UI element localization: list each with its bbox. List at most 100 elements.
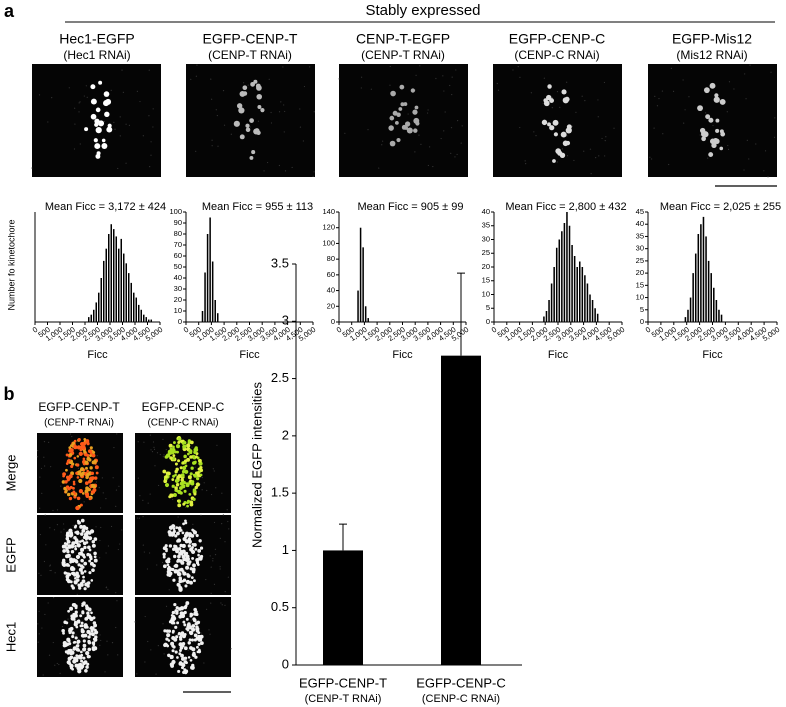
- noise: [112, 477, 114, 479]
- spot: [164, 475, 168, 479]
- spot: [171, 567, 175, 572]
- histogram-bar: [684, 317, 687, 322]
- x-axis-label: Ficc: [392, 349, 413, 361]
- spot: [199, 546, 204, 550]
- spot: [176, 475, 180, 480]
- noise: [147, 502, 149, 504]
- y-tick-label: 3: [282, 313, 289, 328]
- y-axis-label: Normalized EGFP intensities: [249, 382, 264, 548]
- noise: [121, 69, 123, 71]
- column-title: Hec1-EGFP: [59, 31, 134, 47]
- spot: [174, 625, 178, 629]
- spot: [249, 118, 254, 123]
- spot: [87, 635, 91, 639]
- spot: [85, 473, 90, 477]
- y-tick-label: 90: [174, 218, 182, 227]
- spot: [81, 634, 86, 638]
- spot: [162, 564, 167, 569]
- spot: [190, 638, 194, 642]
- noise: [159, 453, 161, 456]
- noise: [119, 543, 121, 545]
- noise: [117, 548, 119, 551]
- spot: [708, 117, 714, 123]
- spot: [177, 554, 181, 559]
- noise: [214, 548, 217, 550]
- spot: [85, 604, 89, 608]
- noise: [156, 452, 159, 454]
- histogram-bar: [206, 234, 209, 322]
- noise: [774, 117, 776, 119]
- spot: [175, 526, 179, 529]
- spot: [69, 606, 74, 611]
- y-tick-label: 15: [636, 280, 644, 289]
- histogram-bar: [105, 248, 107, 322]
- spot: [75, 471, 79, 475]
- noise: [284, 170, 287, 172]
- spot: [65, 621, 69, 625]
- spot: [75, 644, 80, 648]
- noise: [150, 141, 152, 143]
- spot: [185, 443, 191, 448]
- spot: [72, 646, 77, 651]
- spot: [82, 457, 86, 461]
- spot: [95, 471, 99, 475]
- noise: [38, 94, 41, 96]
- noise: [649, 156, 651, 158]
- spot: [95, 127, 102, 134]
- noise: [147, 640, 149, 643]
- spot: [74, 545, 77, 548]
- spot: [177, 437, 182, 442]
- noise: [280, 101, 282, 103]
- spot: [76, 543, 81, 548]
- spot: [192, 529, 196, 533]
- annotation: Mean Ficc = 3,172 ± 424: [45, 201, 166, 213]
- noise: [67, 618, 69, 620]
- spot: [76, 463, 80, 467]
- x-tick-sublabel: (CENP-T RNAi): [305, 693, 382, 705]
- noise: [99, 557, 101, 559]
- spot: [98, 120, 105, 127]
- spot: [84, 460, 89, 465]
- histogram-bar: [707, 260, 710, 322]
- column-subtitle: (Hec1 RNAi): [63, 48, 130, 62]
- spot: [82, 601, 86, 605]
- spot: [192, 497, 196, 501]
- spot: [73, 492, 77, 496]
- spot: [92, 616, 96, 620]
- noise: [224, 591, 226, 593]
- spot: [162, 469, 167, 474]
- noise: [313, 111, 315, 113]
- noise: [656, 105, 659, 107]
- spot: [65, 468, 68, 472]
- noise: [68, 87, 70, 89]
- spot: [179, 637, 183, 641]
- noise: [99, 644, 101, 647]
- histogram-bar: [138, 304, 140, 322]
- spot: [79, 472, 84, 477]
- noise: [668, 163, 670, 166]
- noise: [213, 470, 215, 472]
- spot: [177, 526, 182, 530]
- spot: [83, 624, 88, 629]
- spot: [166, 569, 171, 574]
- noise: [688, 96, 690, 98]
- spot: [106, 126, 113, 133]
- noise: [389, 84, 391, 86]
- spot: [174, 534, 178, 538]
- noise: [113, 121, 115, 123]
- noise: [201, 489, 203, 491]
- spot: [260, 108, 265, 113]
- spot: [238, 107, 245, 114]
- noise: [211, 145, 213, 147]
- spot: [87, 545, 91, 550]
- noise: [221, 492, 223, 494]
- spot: [67, 639, 71, 643]
- spot: [78, 470, 82, 474]
- spot: [103, 100, 110, 107]
- spot: [176, 621, 180, 625]
- y-tick-label: 40: [482, 207, 490, 216]
- column-title: EGFP-CENP-C: [509, 31, 605, 47]
- spot: [239, 134, 245, 140]
- noise: [654, 95, 656, 97]
- spot: [396, 137, 401, 143]
